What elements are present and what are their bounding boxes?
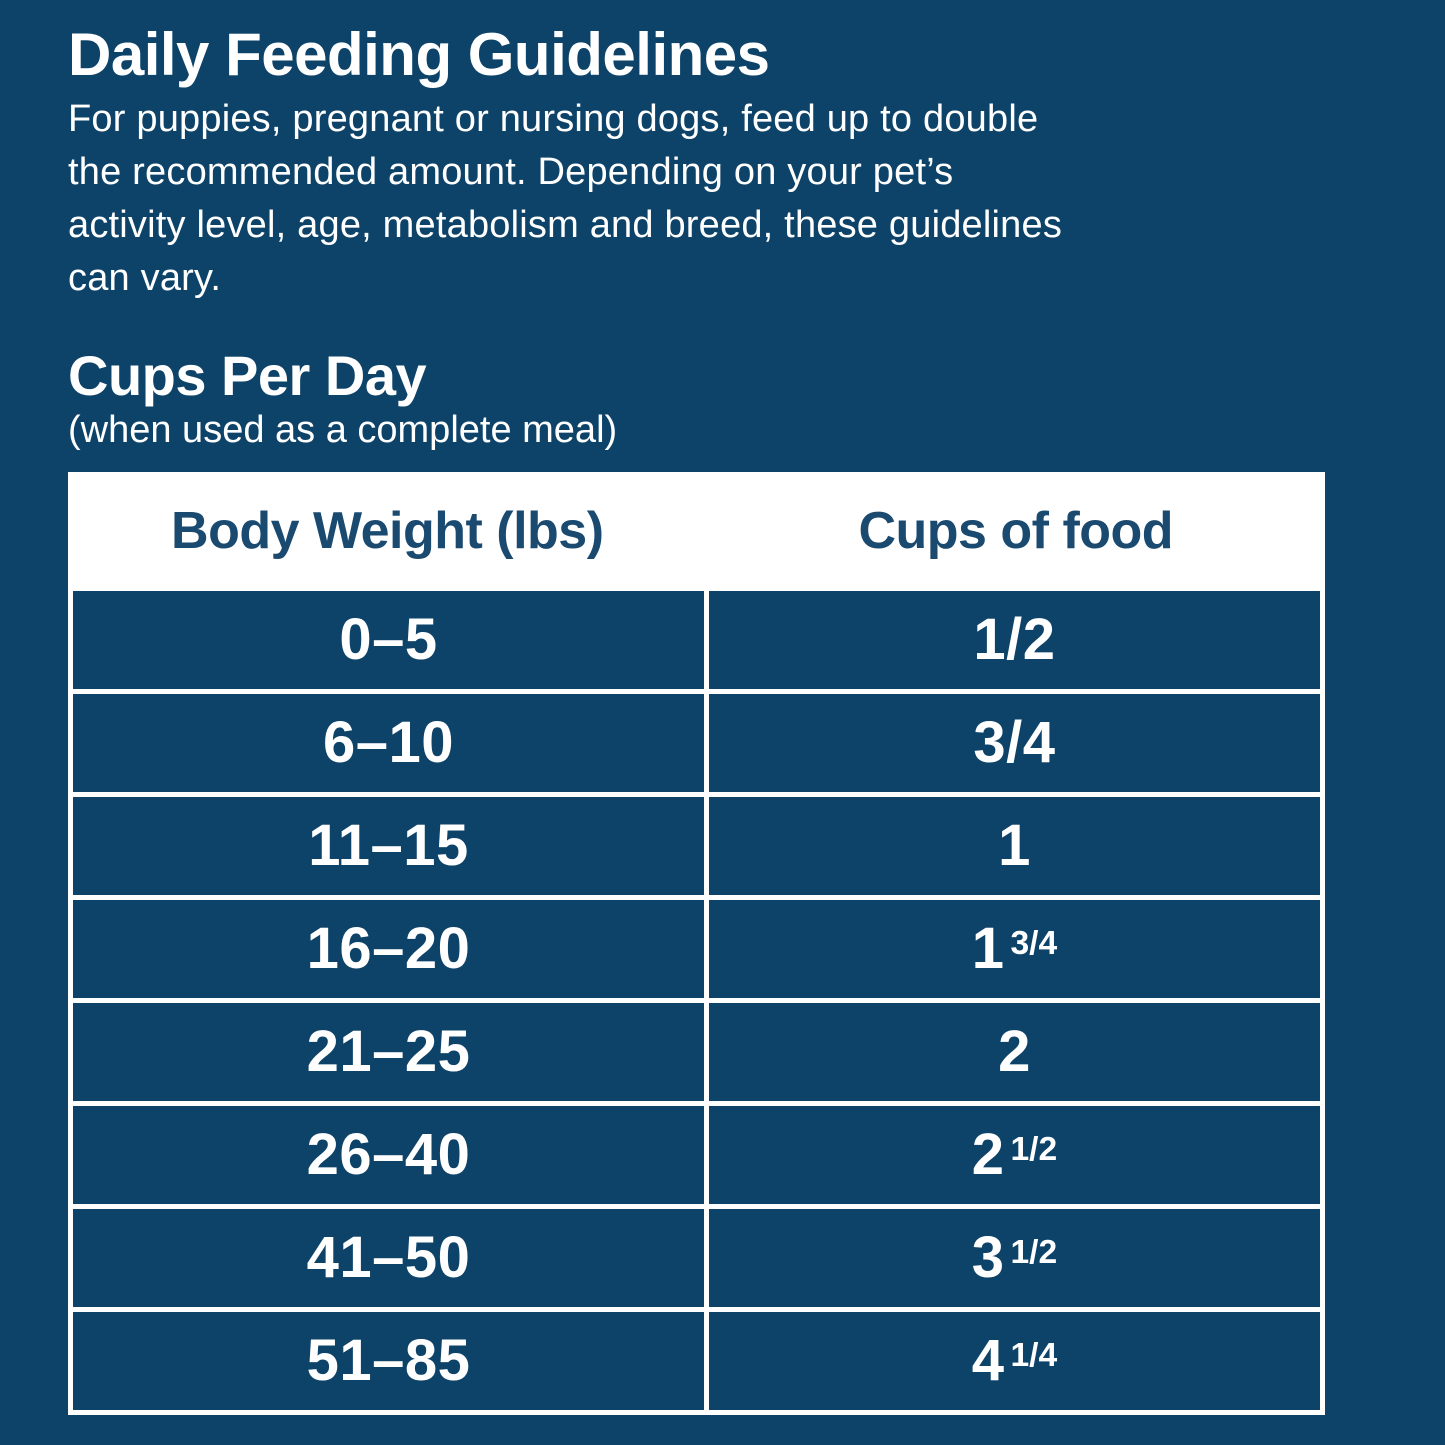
cups-fraction: 3/4 bbox=[1010, 924, 1058, 962]
table-row: 21–25 2 bbox=[73, 1002, 1320, 1101]
body-weight-cell: 26–40 bbox=[73, 1105, 704, 1204]
page-title: Daily Feeding Guidelines bbox=[68, 21, 770, 88]
cups-value: 2 bbox=[971, 1122, 1005, 1188]
table-row: 6–10 3/4 bbox=[73, 693, 1320, 792]
cups-fraction: 1/2 bbox=[1010, 1130, 1058, 1168]
cups-value: 2 bbox=[998, 1019, 1031, 1085]
cups-cell: 1 bbox=[708, 796, 1320, 895]
cups-cell: 1 3/4 bbox=[708, 899, 1320, 998]
body-weight-cell: 41–50 bbox=[73, 1208, 704, 1307]
cups-cell: 3/4 bbox=[708, 693, 1320, 792]
body-weight-cell: 16–20 bbox=[73, 899, 704, 998]
intro-text: For puppies, pregnant or nursing dogs, f… bbox=[68, 98, 1063, 299]
table-row: 51–85 4 1/4 bbox=[73, 1311, 1320, 1410]
cups-value: 4 bbox=[971, 1328, 1005, 1394]
body-weight-cell: 6–10 bbox=[73, 693, 704, 792]
column-header-cups-of-food: Cups of food bbox=[858, 502, 1174, 561]
cups-value: 3 bbox=[971, 1225, 1005, 1291]
cups-fraction: 1/4 bbox=[1010, 1336, 1058, 1374]
feeding-table: Body Weight (lbs) Cups of food 0–5 1/2 6… bbox=[68, 471, 1325, 1415]
table-row: 41–50 3 1/2 bbox=[73, 1208, 1320, 1307]
cups-cell: 2 1/2 bbox=[708, 1105, 1320, 1204]
body-weight-cell: 51–85 bbox=[73, 1311, 704, 1410]
body-weight-cell: 0–5 bbox=[73, 590, 704, 689]
cups-cell: 3 1/2 bbox=[708, 1208, 1320, 1307]
section-subtitle: (when used as a complete meal) bbox=[68, 408, 618, 451]
table-row: 26–40 2 1/2 bbox=[73, 1105, 1320, 1204]
cups-value: 1 bbox=[971, 916, 1005, 982]
cups-fraction: 1/2 bbox=[1010, 1233, 1058, 1271]
section-title: Cups Per Day bbox=[68, 344, 427, 407]
body-weight-cell: 11–15 bbox=[73, 796, 704, 895]
cups-value: 3/4 bbox=[973, 710, 1056, 776]
cups-cell: 4 1/4 bbox=[708, 1311, 1320, 1410]
column-header-body-weight: Body Weight (lbs) bbox=[171, 502, 604, 561]
table-body: 0–5 1/2 6–10 3/4 11–15 1 16–20 bbox=[68, 590, 1325, 1415]
cups-value: 1 bbox=[998, 813, 1031, 879]
cups-cell: 2 bbox=[708, 1002, 1320, 1101]
table-row: 0–5 1/2 bbox=[73, 590, 1320, 689]
table-row: 16–20 1 3/4 bbox=[73, 899, 1320, 998]
cups-value: 1/2 bbox=[973, 607, 1056, 673]
table-row: 11–15 1 bbox=[73, 796, 1320, 895]
table-header-row: Body Weight (lbs) Cups of food bbox=[68, 472, 1325, 591]
body-weight-cell: 21–25 bbox=[73, 1002, 704, 1101]
cups-cell: 1/2 bbox=[708, 590, 1320, 689]
feeding-guidelines-page: Daily Feeding Guidelines For puppies, pr… bbox=[68, 21, 1325, 1415]
